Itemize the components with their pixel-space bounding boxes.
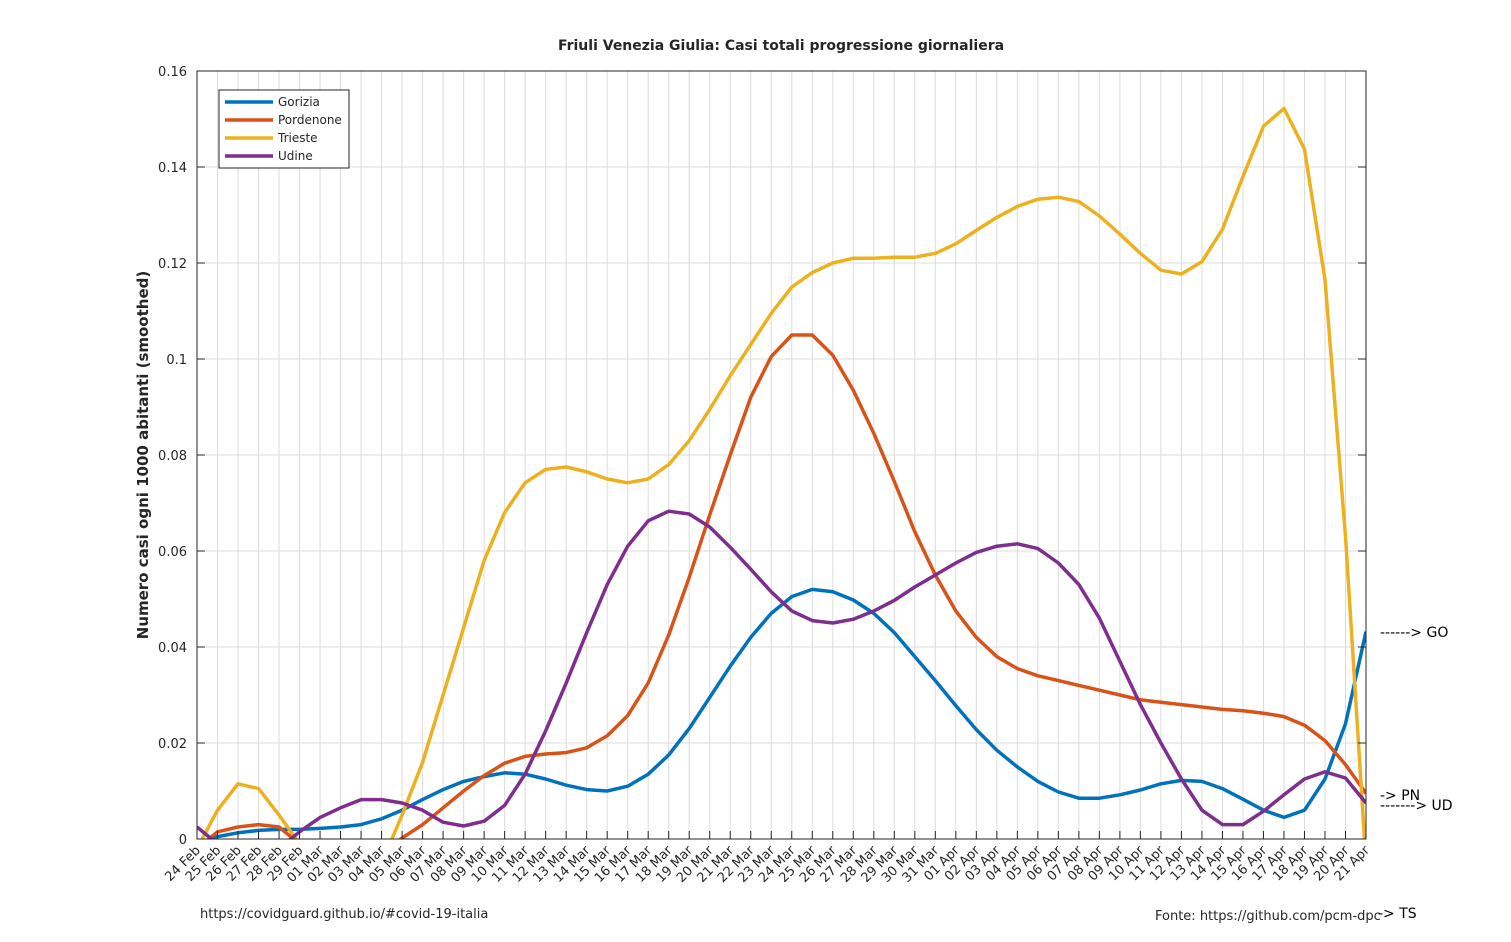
footer-right: Fonte: https://github.com/pcm-dpc [1155, 909, 1381, 924]
end-label: -> PN [1380, 788, 1420, 804]
y-tick-label: 0.1 [166, 353, 187, 368]
y-tick-label: 0 [179, 833, 187, 848]
y-tick-label: 0.12 [158, 257, 187, 272]
y-tick-label: 0.14 [158, 161, 187, 176]
legend-label: Trieste [277, 131, 318, 145]
legend: Gorizia Pordenone Trieste Udine [218, 89, 350, 169]
y-tick-label: 0.16 [158, 65, 187, 80]
legend-label: Gorizia [278, 95, 320, 109]
y-tick-label: 0.02 [158, 737, 187, 752]
y-axis-label: Numero casi ogni 1000 abitanti (smoothed… [134, 271, 152, 639]
y-tick-label: 0.08 [158, 449, 187, 464]
series-line [205, 333, 1366, 839]
series-line [197, 509, 1366, 839]
y-tick-label: 0.06 [158, 545, 187, 560]
end-label: -> TS [1378, 906, 1417, 922]
chart-title: Friuli Venezia Giulia: Casi totali progr… [558, 38, 1004, 54]
legend-label: Udine [278, 149, 313, 163]
legend-label: Pordenone [278, 113, 342, 127]
footer-left: https://covidguard.github.io/#covid-19-i… [200, 907, 488, 922]
series-line [200, 106, 1366, 839]
end-label: ------> GO [1380, 625, 1448, 641]
end-label: -------> UD [1380, 798, 1453, 814]
series-line [205, 587, 1366, 839]
y-tick-label: 0.04 [158, 641, 187, 656]
lines [197, 106, 1366, 839]
